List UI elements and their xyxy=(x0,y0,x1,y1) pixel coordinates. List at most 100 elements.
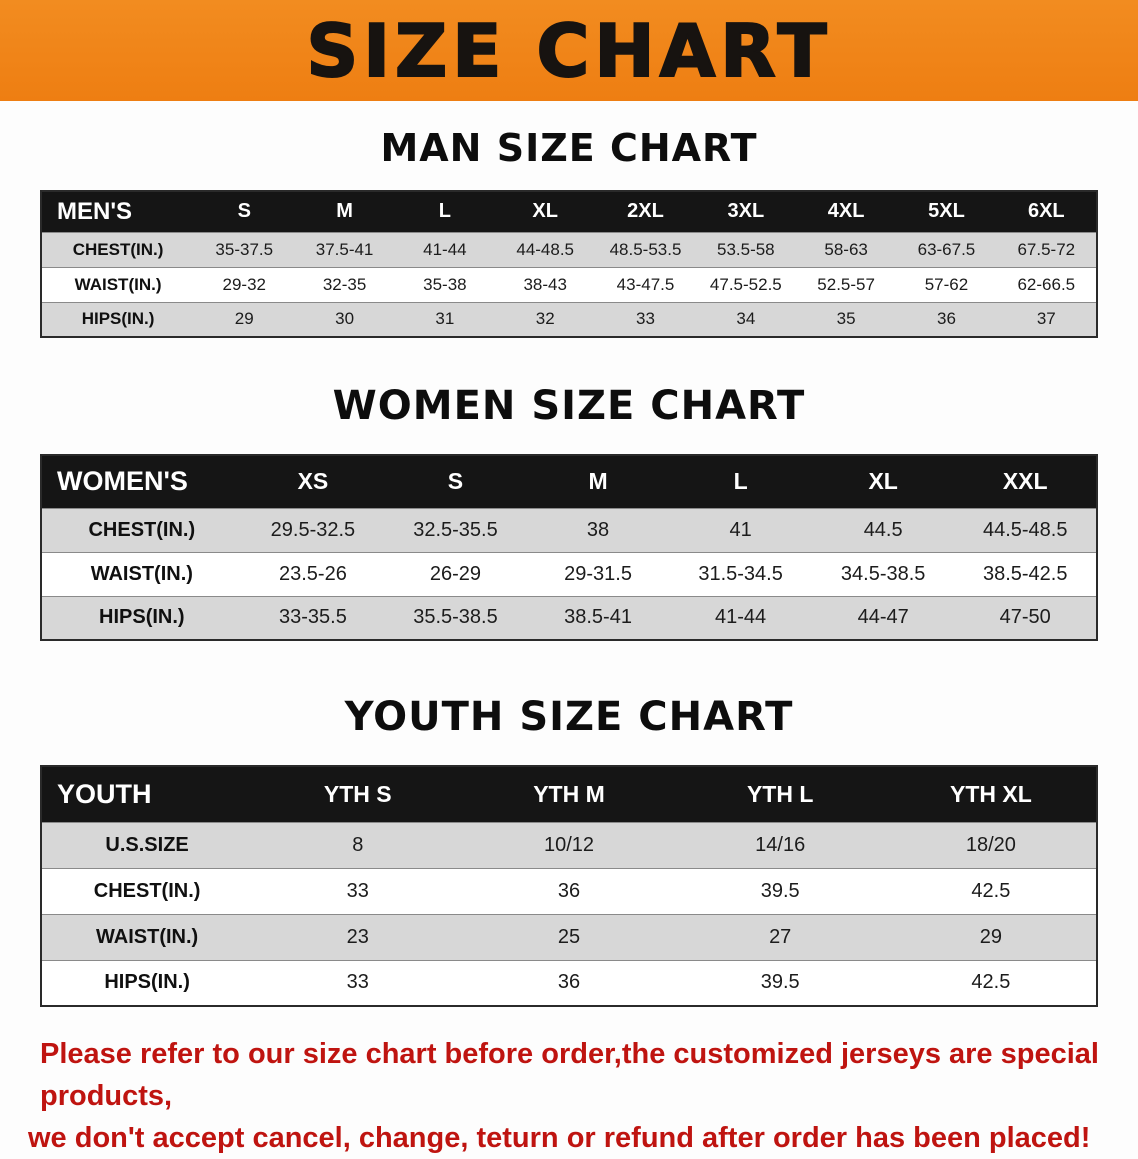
row-label-cell: CHEST(IN.) xyxy=(41,231,195,268)
women-size-table: WOMEN'S XS S M L XL XXL CHEST(IN.) 29.5-32.5 32.5… xyxy=(40,454,1098,641)
size-column-header: 4XL xyxy=(795,191,897,232)
size-value-cell: 44.5 xyxy=(811,507,955,553)
size-value-cell: 34 xyxy=(695,301,796,338)
size-column-header: YTH XL xyxy=(885,766,1097,822)
size-value-cell: 25 xyxy=(463,913,675,961)
size-column-header: XXL xyxy=(954,455,1097,508)
size-value-cell: 41-44 xyxy=(394,231,496,268)
size-value-cell: 58-63 xyxy=(795,231,897,268)
size-column-header: M xyxy=(294,191,395,232)
youth-size-section: YOUTH SIZE CHART YOUTH YTH S YTH M YTH L YTH… xyxy=(0,641,1138,1007)
size-column-header: XS xyxy=(241,455,385,508)
size-value-cell: 44.5-48.5 xyxy=(954,507,1097,553)
row-label-cell: CHEST(IN.) xyxy=(41,507,242,553)
size-value-cell: 44-48.5 xyxy=(495,231,596,268)
table-row: HIPS(IN.) 33 36 39.5 42.5 xyxy=(41,959,1097,1007)
size-value-cell: 52.5-57 xyxy=(795,266,897,303)
table-row: WAIST(IN.) 23 25 27 29 xyxy=(41,913,1097,961)
size-value-cell: 10/12 xyxy=(463,821,675,869)
youth-section-heading: YOUTH SIZE CHART xyxy=(344,694,794,740)
size-value-cell: 26-29 xyxy=(384,551,527,597)
row-label-cell: CHEST(IN.) xyxy=(41,867,253,915)
size-value-cell: 23 xyxy=(252,913,464,961)
size-value-cell: 39.5 xyxy=(674,867,886,915)
size-column-header: 5XL xyxy=(896,191,997,232)
table-row: WAIST(IN.) 29-32 32-35 35-38 38-43 43-47.5 47.… xyxy=(41,266,1097,303)
size-value-cell: 8 xyxy=(252,821,464,869)
size-value-cell: 47-50 xyxy=(954,595,1097,641)
size-column-header: S xyxy=(384,455,527,508)
size-value-cell: 37 xyxy=(996,301,1097,338)
size-value-cell: 36 xyxy=(463,867,675,915)
size-value-cell: 37.5-41 xyxy=(294,231,395,268)
row-label-cell: WAIST(IN.) xyxy=(41,913,253,961)
table-row: CHEST(IN.) 33 36 39.5 42.5 xyxy=(41,867,1097,915)
table-header-row: WOMEN'S XS S M L XL XXL xyxy=(41,455,1097,508)
size-column-header: L xyxy=(669,455,812,508)
women-section-heading: WOMEN SIZE CHART xyxy=(332,383,806,429)
size-value-cell: 32-35 xyxy=(294,266,395,303)
size-value-cell: 29 xyxy=(194,301,295,338)
size-value-cell: 67.5-72 xyxy=(996,231,1097,268)
size-column-header: XL xyxy=(495,191,596,232)
size-value-cell: 38-43 xyxy=(495,266,596,303)
size-value-cell: 38.5-42.5 xyxy=(954,551,1097,597)
size-value-cell: 38.5-41 xyxy=(526,595,670,641)
size-column-header: 2XL xyxy=(595,191,696,232)
size-value-cell: 31.5-34.5 xyxy=(669,551,812,597)
size-column-header: S xyxy=(194,191,295,232)
size-column-header: YTH L xyxy=(674,766,886,822)
size-value-cell: 48.5-53.5 xyxy=(595,231,696,268)
size-column-header: YTH S xyxy=(252,766,464,822)
size-value-cell: 57-62 xyxy=(896,266,997,303)
size-value-cell: 23.5-26 xyxy=(241,551,385,597)
table-row: HIPS(IN.) 33-35.5 35.5-38.5 38.5-41 41-44 44-… xyxy=(41,595,1097,641)
size-value-cell: 62-66.5 xyxy=(996,266,1097,303)
row-label-cell: HIPS(IN.) xyxy=(41,301,195,338)
size-value-cell: 63-67.5 xyxy=(896,231,997,268)
men-size-table: MEN'S S M L XL 2XL 3XL 4XL 5XL 6XL CHEST(IN.) 35-37… xyxy=(40,190,1098,338)
table-row: CHEST(IN.) 29.5-32.5 32.5-35.5 38 41 44.5 44.5… xyxy=(41,507,1097,553)
size-value-cell: 42.5 xyxy=(885,867,1097,915)
size-value-cell: 29-31.5 xyxy=(526,551,670,597)
size-value-cell: 32 xyxy=(495,301,596,338)
size-value-cell: 36 xyxy=(896,301,997,338)
size-value-cell: 47.5-52.5 xyxy=(695,266,796,303)
men-section-heading: MAN SIZE CHART xyxy=(380,126,758,170)
page-title: SIZE CHART xyxy=(305,8,832,93)
note-line-1: Please refer to our size chart before or… xyxy=(40,1038,1099,1112)
size-value-cell: 35.5-38.5 xyxy=(384,595,527,641)
table-corner-label: MEN'S xyxy=(41,191,195,232)
size-value-cell: 33 xyxy=(252,867,464,915)
size-value-cell: 41-44 xyxy=(669,595,812,641)
table-row: U.S.SIZE 8 10/12 14/16 18/20 xyxy=(41,821,1097,869)
size-value-cell: 42.5 xyxy=(885,959,1097,1007)
size-column-header: 3XL xyxy=(695,191,796,232)
size-value-cell: 38 xyxy=(526,507,670,553)
row-label-cell: U.S.SIZE xyxy=(41,821,253,869)
size-value-cell: 29-32 xyxy=(194,266,295,303)
table-header-row: YOUTH YTH S YTH M YTH L YTH XL xyxy=(41,766,1097,822)
size-value-cell: 35-38 xyxy=(394,266,496,303)
row-label-cell: HIPS(IN.) xyxy=(41,959,253,1007)
size-value-cell: 33-35.5 xyxy=(241,595,385,641)
size-value-cell: 31 xyxy=(394,301,496,338)
size-value-cell: 44-47 xyxy=(811,595,955,641)
table-corner-label: WOMEN'S xyxy=(41,455,242,508)
size-column-header: 6XL xyxy=(996,191,1097,232)
size-value-cell: 14/16 xyxy=(674,821,886,869)
size-column-header: XL xyxy=(811,455,955,508)
size-column-header: YTH M xyxy=(463,766,675,822)
women-size-section: WOMEN SIZE CHART WOMEN'S XS S M L XL XXL CHEST(… xyxy=(0,338,1138,641)
size-value-cell: 27 xyxy=(674,913,886,961)
size-value-cell: 35 xyxy=(795,301,897,338)
row-label-cell: WAIST(IN.) xyxy=(41,551,242,597)
footer-note: Please refer to our size chart before or… xyxy=(0,1007,1138,1159)
row-label-cell: WAIST(IN.) xyxy=(41,266,195,303)
size-value-cell: 33 xyxy=(595,301,696,338)
size-column-header: L xyxy=(394,191,496,232)
row-label-cell: HIPS(IN.) xyxy=(41,595,242,641)
note-line-2: we don't accept cancel, change, teturn o… xyxy=(28,1122,1091,1154)
size-value-cell: 39.5 xyxy=(674,959,886,1007)
table-header-row: MEN'S S M L XL 2XL 3XL 4XL 5XL 6XL xyxy=(41,191,1097,232)
